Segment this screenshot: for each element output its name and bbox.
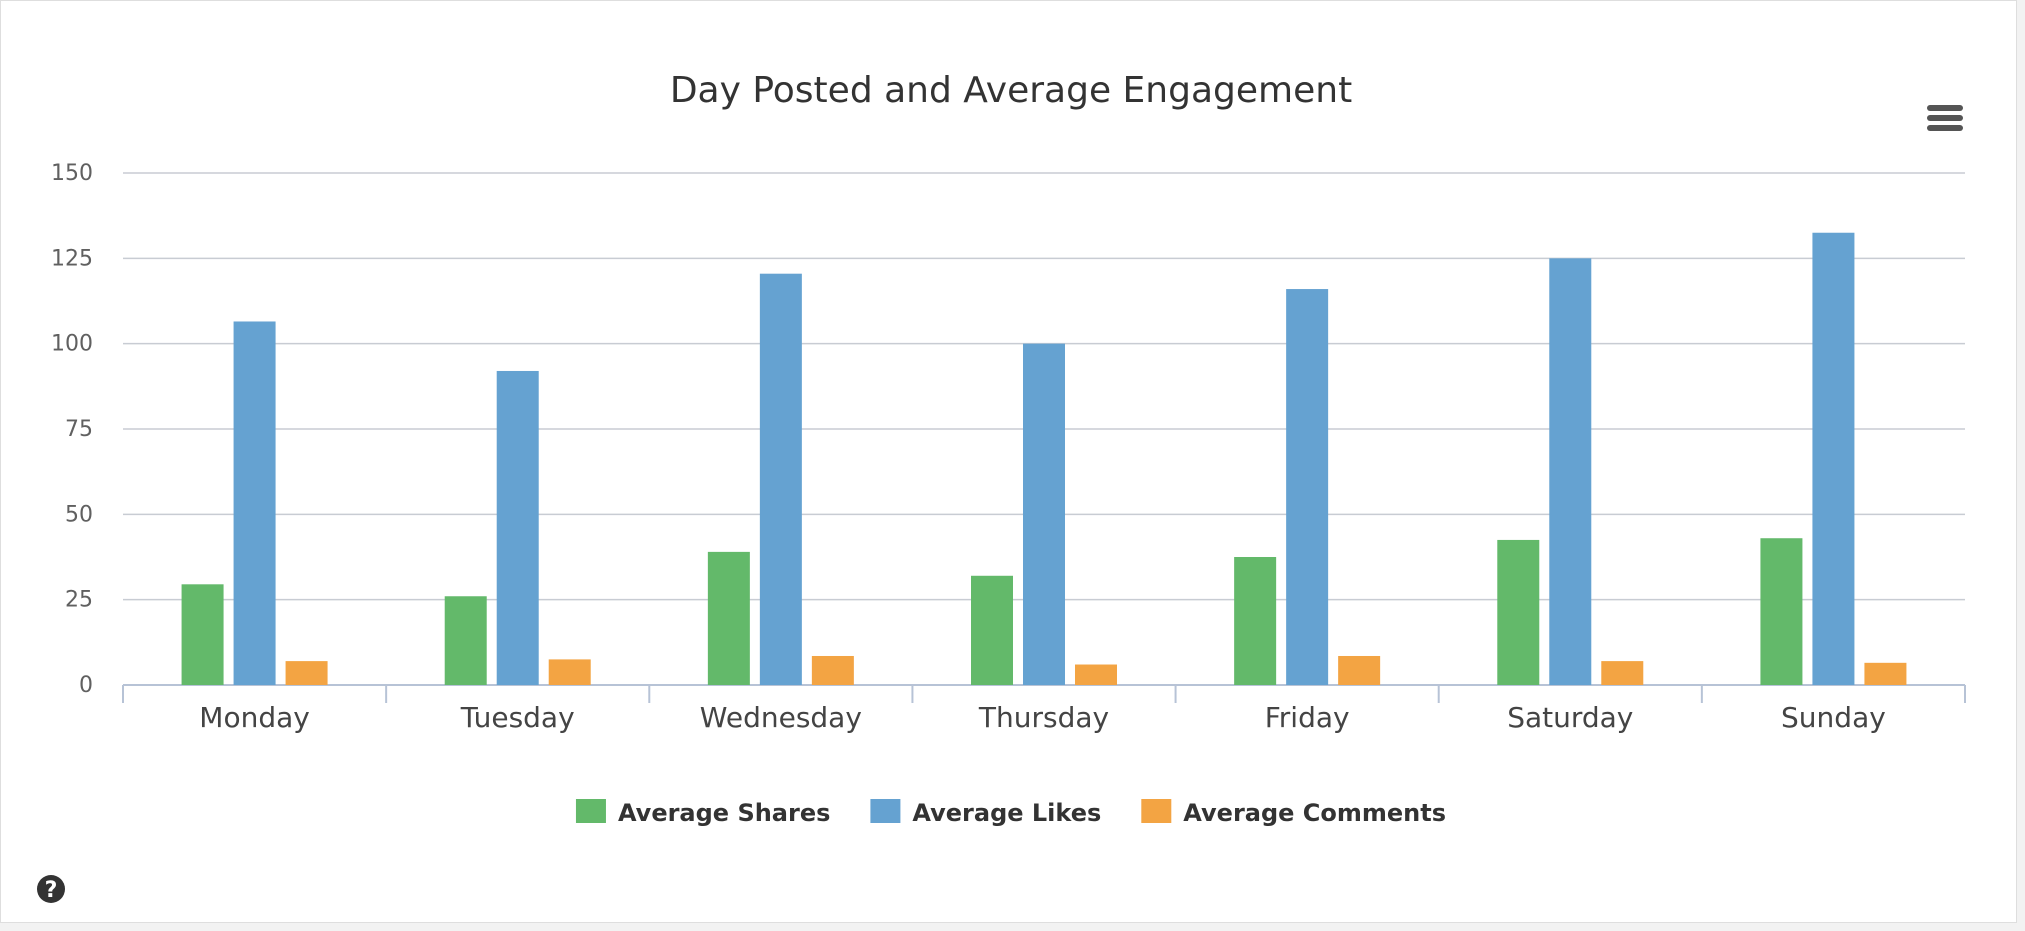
bar-average-comments-sunday[interactable]: [1864, 662, 1907, 685]
bar-average-comments-tuesday[interactable]: [548, 659, 591, 685]
question-circle-icon: ?: [37, 875, 65, 903]
x-tick-label: Saturday: [1507, 701, 1633, 734]
bar-average-shares-tuesday[interactable]: [444, 596, 487, 685]
bar-average-comments-saturday[interactable]: [1601, 661, 1644, 685]
bar-average-likes-tuesday[interactable]: [496, 370, 539, 685]
legend: Average Shares Average Likes Average Comme…: [575, 799, 1446, 827]
y-tick-label: 100: [51, 332, 93, 357]
x-tick-label: Monday: [199, 701, 310, 734]
bar-average-comments-thursday[interactable]: [1075, 664, 1117, 685]
hamburger-menu-icon: [1927, 105, 1963, 131]
x-tick-label: Friday: [1265, 701, 1350, 734]
bar-average-shares-friday[interactable]: [1234, 557, 1277, 685]
legend-swatch: [1141, 799, 1172, 823]
legend-label: Average Shares: [618, 799, 830, 827]
legend-item-average-shares[interactable]: Average Shares: [575, 799, 830, 827]
y-tick-label: 75: [65, 417, 93, 442]
y-axis-tick-labels: 0 25 50 75 100 125 150: [51, 161, 93, 698]
bar-average-likes-wednesday[interactable]: [759, 273, 802, 685]
x-tick-label: Thursday: [978, 701, 1109, 734]
bar-average-likes-friday[interactable]: [1286, 289, 1329, 685]
bar-average-shares-sunday[interactable]: [1760, 538, 1803, 685]
legend-item-average-likes[interactable]: Average Likes: [870, 799, 1101, 827]
x-tick-label: Sunday: [1781, 701, 1886, 734]
x-tick-label: Wednesday: [700, 701, 862, 734]
y-tick-label: 0: [79, 673, 93, 698]
bar-average-likes-sunday[interactable]: [1812, 232, 1855, 685]
y-tick-label: 50: [65, 502, 93, 527]
svg-text:?: ?: [45, 878, 58, 903]
legend-swatch: [870, 799, 901, 823]
legend-label: Average Comments: [1183, 799, 1446, 827]
bar-average-comments-friday[interactable]: [1338, 655, 1381, 685]
legend-item-average-comments[interactable]: Average Comments: [1141, 799, 1446, 827]
y-tick-label: 150: [51, 161, 93, 186]
bars: [181, 232, 1907, 685]
bar-average-likes-thursday[interactable]: [1023, 343, 1065, 685]
bar-average-shares-thursday[interactable]: [971, 575, 1013, 685]
bar-average-likes-saturday[interactable]: [1549, 258, 1592, 685]
bar-average-likes-monday[interactable]: [233, 321, 276, 685]
help-button[interactable]: ?: [34, 872, 68, 906]
x-axis-tick-labels: Monday Tuesday Wednesday Thursday Friday Satu…: [199, 701, 1886, 734]
bar-average-comments-wednesday[interactable]: [811, 655, 854, 685]
x-tick-label: Tuesday: [460, 701, 575, 734]
chart-title: Day Posted and Average Engagement: [670, 70, 1352, 111]
bar-average-comments-monday[interactable]: [285, 661, 328, 685]
y-tick-label: 125: [51, 246, 93, 271]
bar-average-shares-saturday[interactable]: [1497, 539, 1540, 685]
legend-swatch: [575, 799, 606, 823]
chart-menu-button[interactable]: [1919, 99, 1971, 139]
bar-average-shares-monday[interactable]: [181, 584, 224, 685]
bar-average-shares-wednesday[interactable]: [707, 551, 750, 685]
legend-label: Average Likes: [912, 799, 1101, 827]
y-tick-label: 25: [65, 588, 93, 613]
